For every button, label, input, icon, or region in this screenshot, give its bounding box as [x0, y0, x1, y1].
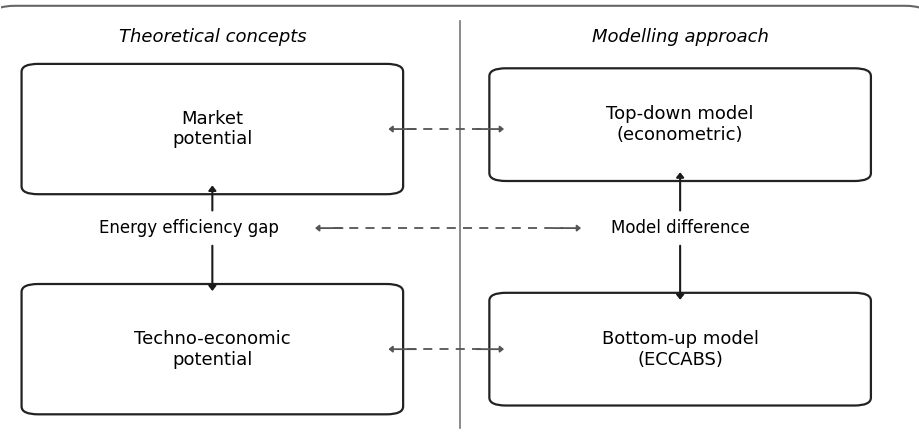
Text: Model difference: Model difference [610, 219, 749, 237]
Text: Energy efficiency gap: Energy efficiency gap [99, 219, 279, 237]
FancyBboxPatch shape [489, 68, 870, 181]
Text: Top-down model
(econometric): Top-down model (econometric) [606, 105, 753, 144]
Text: Theoretical concepts: Theoretical concepts [119, 27, 306, 46]
Text: Market
potential: Market potential [172, 110, 252, 148]
Text: Techno-economic
potential: Techno-economic potential [134, 330, 290, 369]
FancyBboxPatch shape [489, 293, 870, 405]
FancyBboxPatch shape [21, 64, 403, 194]
FancyBboxPatch shape [0, 6, 919, 443]
FancyBboxPatch shape [21, 284, 403, 414]
Text: Modelling approach: Modelling approach [591, 27, 767, 46]
Text: Bottom-up model
(ECCABS): Bottom-up model (ECCABS) [601, 330, 758, 369]
